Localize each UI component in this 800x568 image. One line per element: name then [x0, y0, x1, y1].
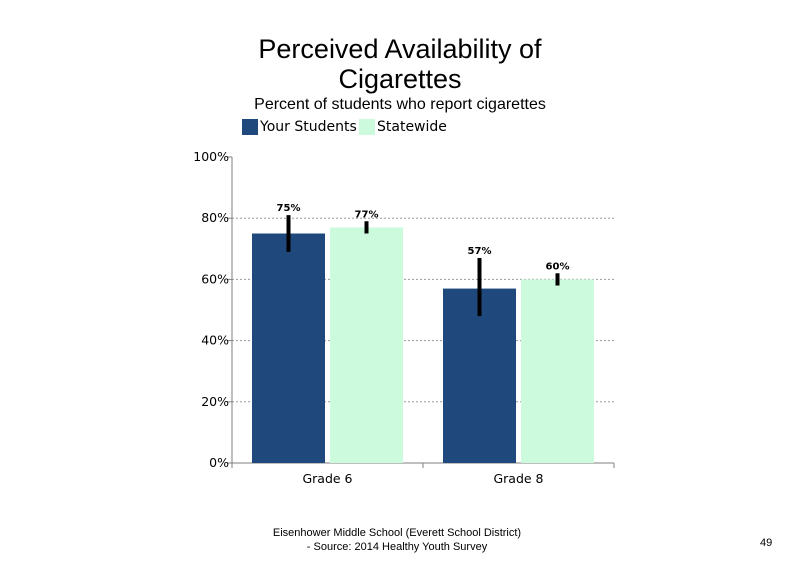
data-label: 77% — [355, 209, 379, 220]
page-number: 49 — [760, 537, 773, 549]
legend-item-statewide: Statewide — [359, 119, 447, 135]
y-tick-label: 100% — [193, 149, 229, 164]
chart-title-line-2: Cigarettes — [338, 64, 462, 94]
legend-swatch-statewide — [359, 119, 375, 135]
chart-title: Perceived Availability of Cigarettes — [0, 34, 800, 94]
y-tick-label: 80% — [201, 210, 229, 225]
bar — [521, 279, 594, 463]
footer-source: - Source: 2014 Healthy Youth Survey — [306, 541, 488, 553]
data-label: 57% — [468, 246, 492, 257]
data-label: 75% — [277, 203, 301, 214]
legend-label-statewide: Statewide — [377, 119, 447, 135]
y-tick-label: 40% — [201, 333, 229, 348]
y-tick-label: 20% — [201, 394, 229, 409]
bar — [252, 233, 325, 463]
chart-title-line-1: Perceived Availability of — [258, 34, 542, 64]
legend-swatch-your-students — [242, 119, 258, 135]
legend-item-your-students: Your Students — [242, 119, 357, 135]
data-label: 60% — [546, 261, 570, 272]
legend-label-your-students: Your Students — [260, 119, 357, 135]
chart-subtitle: Percent of students who report cigarette… — [254, 96, 546, 113]
y-tick-label: 60% — [201, 271, 229, 286]
bar — [330, 227, 403, 463]
x-tick-label: Grade 6 — [302, 471, 352, 486]
x-tick-label: Grade 8 — [493, 471, 543, 486]
bar — [443, 288, 516, 463]
footer-school: Eisenhower Middle School (Everett School… — [272, 527, 522, 539]
footer: Eisenhower Middle School (Everett School… — [0, 526, 800, 554]
y-tick-label: 0% — [209, 455, 229, 470]
